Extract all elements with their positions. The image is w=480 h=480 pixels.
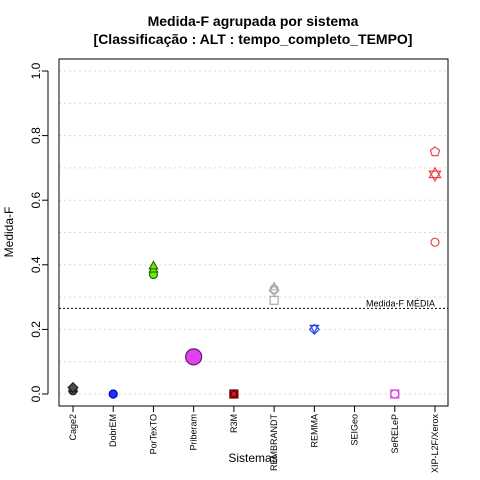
average-reference-label: Medida-F MÉDIA [366,298,435,308]
data-point [309,324,320,334]
x-tick-label: XIP-L2F/Xerox [430,414,440,474]
grid-layer [59,70,448,395]
data-point [185,348,203,366]
data-point [429,146,441,157]
y-tick-label: 0.8 [29,127,43,144]
x-tick-label: DobrEM [108,414,118,447]
data-point [230,390,238,398]
data-point [148,260,159,270]
data-point [428,166,442,183]
y-tick-label: 1.0 [29,62,43,79]
chart-title: Medida-F agrupada por sistema [148,13,359,29]
data-point [108,389,118,399]
data-point [268,281,280,291]
x-tick-label: Cage2 [68,414,78,441]
data-point-part [428,166,442,179]
data-point-part [428,170,442,183]
x-axis: Cage2 DobrEM PorTexTO Priberam R3M REMBRANDT R… [68,405,440,474]
x-tick-label: REMMA [309,414,319,448]
data-points [67,146,442,399]
x-tick-label: Priberam [189,414,199,451]
y-axis: 0.0 0.2 0.4 0.6 0.8 1.0 [29,62,49,402]
y-tick-label: 0.2 [29,321,43,338]
data-point [67,381,79,394]
data-point [430,237,440,247]
y-axis-label: Medida-F [2,207,16,258]
x-tick-label: SeRELeP [390,414,400,454]
data-point [390,389,400,399]
x-axis-label: Sistemas [228,451,277,465]
y-tick-label: 0.6 [29,192,43,209]
y-tick-label: 0.0 [29,385,43,402]
x-tick-label: R3M [229,414,239,433]
reference-line-group: Medida-F MÉDIA [59,298,448,309]
x-tick-label: SEIGeo [350,414,360,446]
chart-subtitle: [Classificação : ALT : tempo_completo_TE… [94,31,413,47]
x-tick-label: PorTexTO [148,414,158,454]
data-point [269,295,279,305]
x-tick-label: REMBRANDT [269,414,279,472]
y-tick-label: 0.4 [29,256,43,273]
